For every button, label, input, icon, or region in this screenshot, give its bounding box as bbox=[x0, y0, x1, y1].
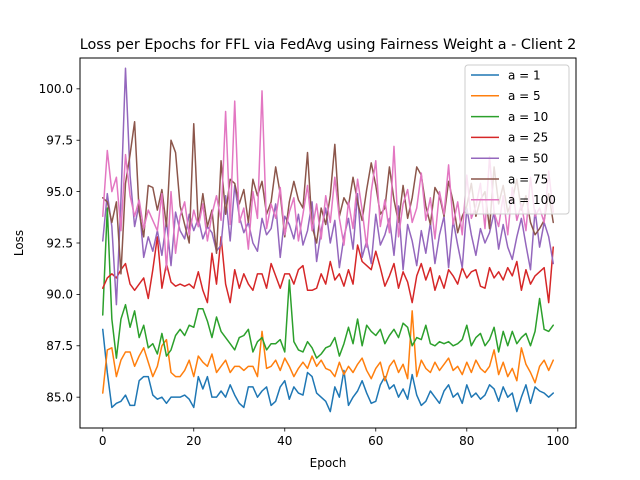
legend-label-3: a = 10 bbox=[508, 110, 548, 124]
legend: a = 1 a = 5 a = 10 a = 25 a = 50 a = 75 a = 10… bbox=[464, 64, 570, 215]
y-axis-title: Loss bbox=[12, 230, 26, 256]
legend-box bbox=[464, 64, 570, 215]
x-axis: 0 20 40 60 80 100 bbox=[99, 428, 569, 448]
y-tick-label: 92.5 bbox=[46, 236, 73, 250]
legend-label-7: a = 100 bbox=[508, 193, 556, 207]
series-line-3 bbox=[102, 207, 554, 359]
x-tick-label: 60 bbox=[368, 434, 383, 448]
series-line-2 bbox=[102, 310, 554, 394]
y-tick-label: 95.0 bbox=[46, 185, 73, 199]
y-tick-label: 85.0 bbox=[46, 390, 73, 404]
legend-label-2: a = 5 bbox=[508, 89, 541, 103]
x-tick-label: 20 bbox=[186, 434, 201, 448]
y-tick-label: 90.0 bbox=[46, 288, 73, 302]
chart-title: Loss per Epochs for FFL via FedAvg using… bbox=[80, 37, 577, 53]
series-line-5 bbox=[102, 67, 554, 306]
legend-label-5: a = 50 bbox=[508, 152, 548, 166]
x-tick-label: 80 bbox=[459, 434, 474, 448]
x-tick-label: 0 bbox=[99, 434, 107, 448]
legend-label-1: a = 1 bbox=[508, 68, 541, 82]
series-line-1 bbox=[102, 328, 554, 413]
series-line-4 bbox=[102, 236, 554, 304]
x-axis-title: Epoch bbox=[310, 456, 347, 470]
y-axis: 85.0 87.5 90.0 92.5 95.0 97.5 100.0 bbox=[39, 82, 80, 404]
y-tick-label: 97.5 bbox=[46, 134, 73, 148]
legend-label-4: a = 25 bbox=[508, 131, 548, 145]
y-tick-label: 100.0 bbox=[39, 82, 73, 96]
x-tick-label: 40 bbox=[277, 434, 292, 448]
y-tick-label: 87.5 bbox=[46, 339, 73, 353]
x-tick-label: 100 bbox=[546, 434, 569, 448]
legend-label-6: a = 75 bbox=[508, 172, 548, 186]
